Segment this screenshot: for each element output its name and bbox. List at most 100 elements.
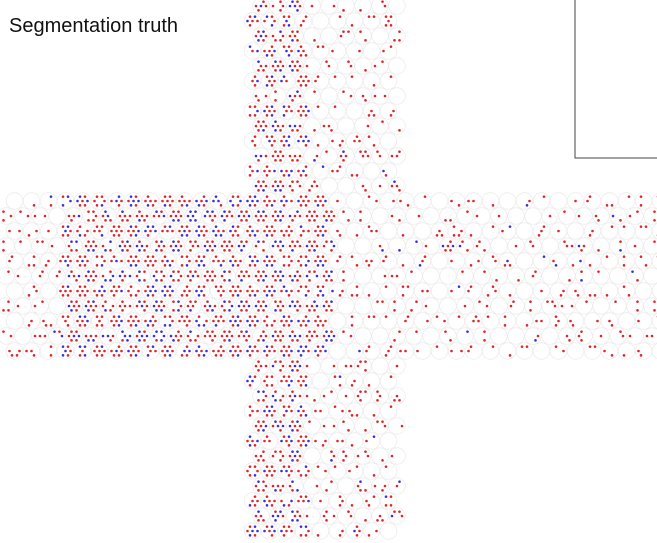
hit <box>358 529 361 533</box>
hit <box>381 300 384 303</box>
cell <box>583 282 602 300</box>
hit <box>100 225 104 228</box>
hit <box>144 229 147 233</box>
hit <box>297 259 300 263</box>
hit <box>236 204 240 207</box>
hit <box>254 34 258 38</box>
hit <box>77 304 81 308</box>
cell <box>73 192 92 210</box>
hit <box>367 294 371 297</box>
hit <box>78 324 82 327</box>
hit <box>313 270 316 273</box>
cell <box>430 282 449 300</box>
hit <box>188 349 191 353</box>
cell <box>328 462 347 480</box>
hit <box>276 184 280 188</box>
hit <box>137 229 140 233</box>
hit <box>225 244 229 248</box>
hit <box>281 514 285 518</box>
cell <box>388 147 406 165</box>
hit <box>149 199 152 203</box>
hit <box>341 529 344 533</box>
cell <box>498 342 517 360</box>
hit <box>285 169 288 173</box>
hit <box>137 259 140 263</box>
hit <box>205 199 208 203</box>
hit <box>287 474 291 477</box>
cell <box>609 267 627 285</box>
hit <box>467 289 470 293</box>
cell <box>354 417 372 435</box>
hit <box>491 204 495 207</box>
hit <box>178 229 181 233</box>
hit <box>262 180 265 183</box>
hit <box>364 519 367 522</box>
hit <box>189 219 192 222</box>
cell <box>566 252 585 270</box>
hit <box>160 279 163 282</box>
hit <box>290 379 293 383</box>
hit <box>95 294 99 297</box>
hit <box>389 405 393 408</box>
hit <box>92 210 95 213</box>
hit <box>110 199 113 203</box>
cell <box>634 192 653 210</box>
cell <box>337 0 355 15</box>
hit <box>426 319 429 323</box>
hit <box>321 45 325 48</box>
cell <box>379 492 398 510</box>
hit <box>619 330 622 333</box>
hit <box>404 349 407 353</box>
hit <box>257 39 260 42</box>
hit <box>265 354 269 357</box>
hit <box>291 180 294 183</box>
hit <box>588 264 592 267</box>
hit <box>189 240 192 243</box>
hit <box>308 270 311 273</box>
hit <box>43 214 47 218</box>
hit <box>452 234 456 237</box>
cell <box>456 327 474 345</box>
hit <box>254 484 258 488</box>
cell <box>243 312 262 330</box>
cell <box>490 267 508 285</box>
hit <box>467 199 470 203</box>
hit <box>200 229 203 233</box>
hit <box>270 135 274 138</box>
hit <box>35 229 38 233</box>
hit <box>279 60 282 63</box>
hit <box>517 279 520 282</box>
hit <box>117 345 121 348</box>
cell <box>396 282 415 300</box>
hit <box>531 244 535 248</box>
cell <box>379 282 398 300</box>
hit <box>274 270 277 273</box>
hit <box>273 319 276 323</box>
hit <box>491 345 495 348</box>
hit <box>32 285 36 288</box>
hit <box>282 45 286 48</box>
hit <box>268 169 271 173</box>
cell <box>337 207 355 225</box>
cell <box>65 207 83 225</box>
hit <box>279 210 282 213</box>
hit <box>367 345 371 348</box>
hit <box>384 465 388 468</box>
hit <box>282 15 286 18</box>
hit <box>195 319 198 323</box>
hit <box>574 289 577 293</box>
cell <box>388 507 406 525</box>
hit <box>319 409 322 413</box>
hit <box>591 229 594 233</box>
hit <box>257 120 260 123</box>
cell <box>5 342 24 360</box>
hit <box>228 300 231 303</box>
hit <box>262 249 265 252</box>
hit <box>304 264 308 267</box>
hit <box>166 349 169 353</box>
hit <box>281 484 285 488</box>
hit <box>321 234 325 237</box>
cell <box>651 313 657 329</box>
hit <box>166 289 169 293</box>
hit <box>240 279 243 282</box>
